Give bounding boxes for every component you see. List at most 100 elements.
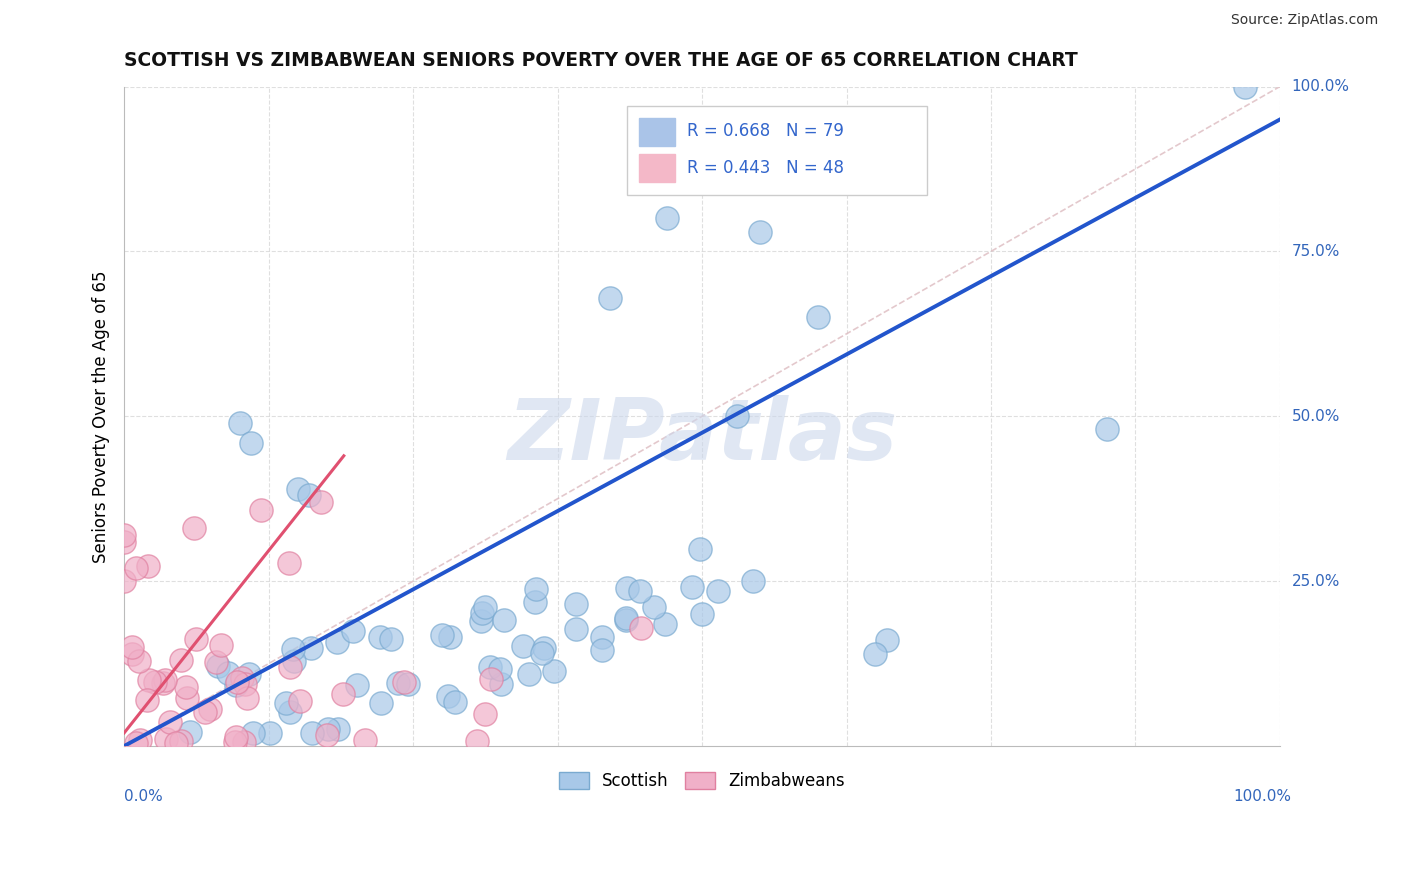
Point — [121, 647, 143, 661]
Point — [121, 640, 143, 654]
Point — [217, 665, 239, 680]
Point — [194, 706, 217, 720]
Text: 100.0%: 100.0% — [1292, 79, 1350, 94]
Point — [209, 638, 232, 652]
Point — [643, 599, 665, 614]
Point — [524, 595, 547, 609]
Point — [524, 582, 547, 596]
Point — [706, 584, 728, 599]
Point — [865, 647, 887, 661]
Point — [471, 606, 494, 620]
Point — [238, 667, 260, 681]
Legend: Scottish, Zimbabweans: Scottish, Zimbabweans — [553, 765, 852, 797]
Point — [630, 621, 652, 635]
Point — [259, 726, 281, 740]
Point — [465, 734, 488, 748]
Text: 100.0%: 100.0% — [1233, 789, 1292, 804]
Point — [380, 632, 402, 646]
Point — [681, 580, 703, 594]
Point — [628, 584, 651, 599]
Point — [143, 674, 166, 689]
Point — [392, 674, 415, 689]
Text: 25.0%: 25.0% — [1292, 574, 1340, 589]
Point — [489, 676, 512, 690]
Point — [231, 671, 253, 685]
Point — [1234, 79, 1257, 94]
Point — [533, 641, 555, 656]
Point — [436, 689, 458, 703]
Point — [742, 574, 765, 589]
Point — [224, 735, 246, 749]
Point — [112, 528, 135, 542]
Point — [316, 723, 339, 737]
Point — [494, 613, 516, 627]
Point — [342, 624, 364, 639]
Point — [170, 653, 193, 667]
Text: ZIPatlas: ZIPatlas — [508, 394, 897, 477]
Point — [470, 614, 492, 628]
Point — [725, 409, 748, 424]
Point — [184, 632, 207, 646]
Point — [198, 702, 221, 716]
Point — [283, 654, 305, 668]
Point — [174, 680, 197, 694]
Point — [1095, 422, 1118, 436]
Point — [599, 291, 621, 305]
Point — [316, 728, 339, 742]
Point — [474, 599, 496, 614]
Point — [657, 211, 679, 226]
Point — [136, 558, 159, 573]
Point — [301, 726, 323, 740]
Point — [565, 597, 588, 611]
FancyBboxPatch shape — [627, 106, 928, 195]
Point — [281, 642, 304, 657]
Point — [278, 705, 301, 719]
Text: 0.0%: 0.0% — [124, 789, 163, 804]
Point — [233, 676, 256, 690]
FancyBboxPatch shape — [638, 118, 675, 146]
Point — [176, 690, 198, 705]
Point — [478, 660, 501, 674]
Point — [444, 695, 467, 709]
Point — [299, 641, 322, 656]
Point — [690, 607, 713, 621]
Point — [179, 724, 201, 739]
Point — [564, 622, 586, 636]
Text: 50.0%: 50.0% — [1292, 409, 1340, 424]
Point — [128, 654, 150, 668]
Point — [229, 416, 252, 430]
Point — [298, 488, 321, 502]
Point — [280, 660, 302, 674]
Point — [616, 581, 638, 595]
Point — [614, 613, 637, 627]
Point — [183, 521, 205, 535]
Point — [207, 659, 229, 673]
Point — [125, 561, 148, 575]
Point — [591, 643, 613, 657]
FancyBboxPatch shape — [638, 154, 675, 182]
Text: 75.0%: 75.0% — [1292, 244, 1340, 259]
Point — [287, 482, 309, 496]
Point — [170, 733, 193, 747]
Point — [807, 310, 830, 325]
Y-axis label: Seniors Poverty Over the Age of 65: Seniors Poverty Over the Age of 65 — [93, 270, 110, 563]
Point — [689, 541, 711, 556]
Point — [543, 665, 565, 679]
Point — [249, 503, 271, 517]
Point — [474, 707, 496, 722]
Point — [387, 676, 409, 690]
Point — [876, 633, 898, 648]
Point — [591, 631, 613, 645]
Point — [288, 694, 311, 708]
Point — [616, 611, 638, 625]
Point — [159, 715, 181, 730]
Point — [128, 733, 150, 747]
Point — [236, 691, 259, 706]
Point — [489, 662, 512, 676]
Point — [530, 646, 553, 660]
Point — [233, 735, 256, 749]
Point — [138, 673, 160, 687]
Point — [396, 677, 419, 691]
Point — [240, 435, 263, 450]
Point — [225, 731, 247, 745]
